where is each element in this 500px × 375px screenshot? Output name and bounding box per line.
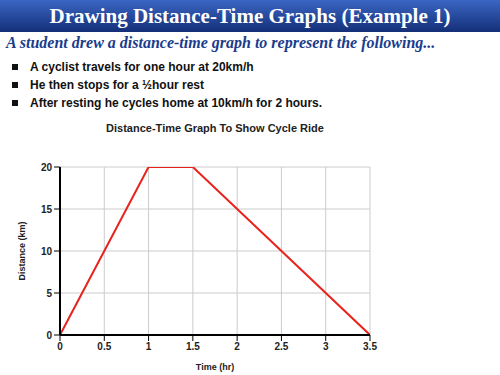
svg-text:Distance (km): Distance (km) xyxy=(17,221,27,280)
html-text:After resting he cycles home a: After resting he cycles home at 10km/h f… xyxy=(30,96,323,110)
svg-text:3.5: 3.5 xyxy=(363,341,377,352)
html-text:A cyclist travels for one hour: A cyclist travels for one hour at 20km/h xyxy=(30,60,254,74)
svg-text:1: 1 xyxy=(146,341,152,352)
svg-text:5: 5 xyxy=(46,288,52,299)
svg-text:0: 0 xyxy=(46,330,52,341)
svg-text:1.5: 1.5 xyxy=(186,341,200,352)
svg-text:15: 15 xyxy=(41,204,53,215)
html-text:Distance-Time Graph To Show Cy: Distance-Time Graph To Show Cycle Ride xyxy=(106,122,324,134)
svg-text:0: 0 xyxy=(57,341,63,352)
svg-text:3: 3 xyxy=(323,341,329,352)
svg-text:Time (hr): Time (hr) xyxy=(196,362,234,372)
html-text:A student drew a distance-time: A student drew a distance-time graph to … xyxy=(6,34,436,51)
svg-text:20: 20 xyxy=(41,162,53,173)
svg-text:2: 2 xyxy=(234,341,240,352)
html-text:Drawing Distance-Time Graphs (: Drawing Distance-Time Graphs (Example 1) xyxy=(49,4,451,28)
html-text:He then stops for a ½hour rest: He then stops for a ½hour rest xyxy=(30,78,204,92)
svg-text:2.5: 2.5 xyxy=(274,341,288,352)
svg-text:0.5: 0.5 xyxy=(97,341,111,352)
svg-text:10: 10 xyxy=(41,246,53,257)
